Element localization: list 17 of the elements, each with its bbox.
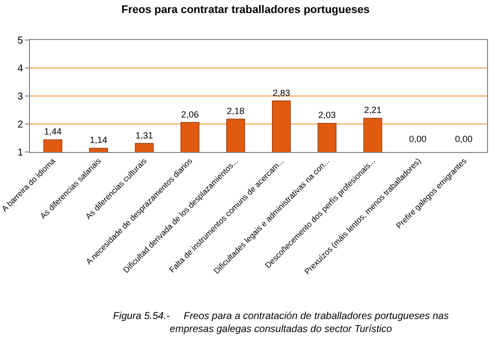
y-tick-label: 2 — [17, 120, 24, 130]
data-label: 2,21 — [364, 105, 382, 116]
data-label: 2,06 — [181, 109, 199, 120]
chart-title: Freos para contratar traballadores portugueses — [121, 4, 370, 16]
text: 0,00 — [409, 134, 427, 144]
y-tick-label: 5 — [17, 36, 24, 46]
data-label: 1,14 — [90, 135, 108, 146]
y-tick-label: 3 — [17, 92, 24, 102]
data-label: 2,03 — [318, 110, 336, 120]
data-label: 2,18 — [226, 106, 244, 116]
y-tick-label: 1 — [17, 148, 24, 158]
data-label: 1,31 — [135, 130, 154, 140]
y-tick-label: 4 — [17, 64, 24, 74]
text: Figura 5.54.- Freos para a contratación de traballadores portugueses nas empresas galegas consultadas do sector Turístico — [113, 311, 449, 335]
data-label: 1,44 — [44, 126, 62, 137]
data-label: 2,83 — [272, 88, 290, 98]
text: 0,00 — [455, 134, 473, 144]
